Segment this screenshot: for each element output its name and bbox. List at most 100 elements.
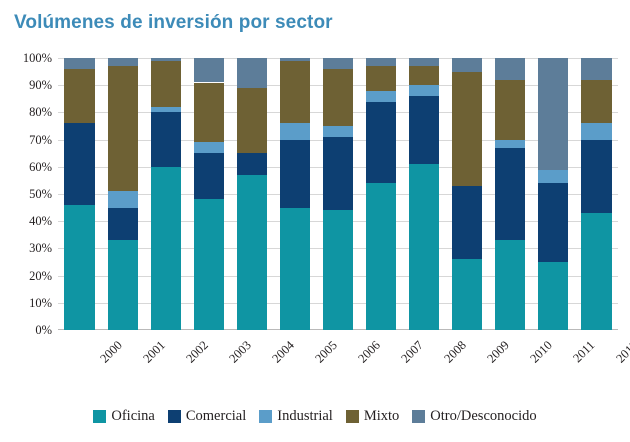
bar-segment-comercial[interactable] xyxy=(236,153,267,175)
bar-segment-comercial[interactable] xyxy=(150,112,181,167)
legend-swatch-icon xyxy=(259,410,273,423)
y-axis-tick-label: 50% xyxy=(29,187,52,201)
legend-swatch-icon xyxy=(345,410,359,423)
bar-segment-industrial[interactable] xyxy=(322,126,354,137)
bar-2011[interactable] xyxy=(538,58,569,330)
bar-2003[interactable] xyxy=(193,58,224,330)
bar-segment-comercial[interactable] xyxy=(279,139,310,208)
x-axis-tick-label: 2004 xyxy=(269,338,297,366)
bar-segment-oficina[interactable] xyxy=(193,199,224,330)
bar-segment-otro-desconocido[interactable] xyxy=(452,58,483,72)
bar-segment-otro-desconocido[interactable] xyxy=(322,58,354,69)
y-axis-tick-label: 0% xyxy=(35,323,52,337)
legend-label: Otro/Desconocido xyxy=(430,408,537,424)
bar-segment-industrial[interactable] xyxy=(193,142,224,154)
bar-segment-mixto[interactable] xyxy=(193,82,224,143)
bar-segment-oficina[interactable] xyxy=(452,259,483,330)
bar-segment-oficina[interactable] xyxy=(64,204,95,330)
bar-segment-industrial[interactable] xyxy=(366,90,397,102)
bar-segment-oficina[interactable] xyxy=(495,240,526,330)
bar-segment-mixto[interactable] xyxy=(495,79,526,140)
bar-segment-otro-desconocido[interactable] xyxy=(495,58,526,80)
bar-2012[interactable] xyxy=(581,58,612,330)
bar-segment-otro-desconocido[interactable] xyxy=(409,58,440,67)
bar-2006[interactable] xyxy=(322,58,354,330)
legend-swatch-icon xyxy=(412,410,426,423)
bar-segment-mixto[interactable] xyxy=(581,79,612,124)
bar-segment-oficina[interactable] xyxy=(279,207,310,330)
bar-segment-otro-desconocido[interactable] xyxy=(279,58,310,61)
y-axis-tick-label: 40% xyxy=(29,214,52,229)
bar-segment-oficina[interactable] xyxy=(322,210,354,330)
bar-segment-otro-desconocido[interactable] xyxy=(581,58,612,80)
bar-segment-industrial[interactable] xyxy=(581,123,612,140)
bar-segment-comercial[interactable] xyxy=(322,136,354,211)
bar-segment-comercial[interactable] xyxy=(495,147,526,241)
y-axis-tick-label: 20% xyxy=(29,268,52,283)
bar-segment-oficina[interactable] xyxy=(581,213,612,330)
bar-segment-otro-desconocido[interactable] xyxy=(538,58,569,170)
bar-segment-otro-desconocido[interactable] xyxy=(236,58,267,88)
x-axis-tick-label: 2000 xyxy=(96,338,125,366)
bar-segment-comercial[interactable] xyxy=(581,139,612,214)
bar-segment-comercial[interactable] xyxy=(193,153,224,200)
bar-segment-mixto[interactable] xyxy=(322,68,354,126)
bar-segment-comercial[interactable] xyxy=(64,123,95,205)
bar-segment-oficina[interactable] xyxy=(538,262,569,330)
bar-2000[interactable] xyxy=(64,58,95,330)
bar-segment-mixto[interactable] xyxy=(64,68,95,124)
bar-segment-otro-desconocido[interactable] xyxy=(150,58,181,61)
legend-item-oficina[interactable]: Oficina xyxy=(93,408,155,425)
bar-segment-mixto[interactable] xyxy=(150,60,181,107)
bar-segment-oficina[interactable] xyxy=(409,164,440,330)
y-axis-tick-label: 70% xyxy=(29,132,52,147)
bar-segment-industrial[interactable] xyxy=(495,139,526,148)
bar-2008[interactable] xyxy=(409,58,440,330)
x-axis-tick-label: 2012 xyxy=(613,338,630,366)
bar-2004[interactable] xyxy=(236,58,267,330)
bar-segment-industrial[interactable] xyxy=(409,85,440,97)
bar-segment-oficina[interactable] xyxy=(236,174,267,330)
bar-segment-otro-desconocido[interactable] xyxy=(193,58,224,83)
legend-item-comercial[interactable]: Comercial xyxy=(167,408,247,425)
legend-item-industrial[interactable]: Industrial xyxy=(259,408,333,425)
bar-segment-oficina[interactable] xyxy=(150,166,181,330)
bar-segment-comercial[interactable] xyxy=(366,101,397,184)
y-axis-tick-label: 10% xyxy=(29,295,52,310)
bar-2001[interactable] xyxy=(107,58,138,330)
bar-segment-comercial[interactable] xyxy=(409,96,440,165)
bar-segment-oficina[interactable] xyxy=(366,183,397,330)
bar-segment-otro-desconocido[interactable] xyxy=(366,58,397,67)
bar-segment-mixto[interactable] xyxy=(409,66,440,86)
bar-segment-mixto[interactable] xyxy=(452,71,483,186)
bar-segment-mixto[interactable] xyxy=(366,66,397,91)
bar-segment-industrial[interactable] xyxy=(538,169,569,184)
bar-2009[interactable] xyxy=(452,58,483,330)
x-axis-tick-label: 2001 xyxy=(139,338,168,366)
bar-segment-industrial[interactable] xyxy=(279,123,310,140)
bar-segment-otro-desconocido[interactable] xyxy=(64,58,95,69)
y-axis-tick-label: 80% xyxy=(29,105,52,120)
bar-2005[interactable] xyxy=(279,58,310,330)
x-axis-tick-label: 2007 xyxy=(398,338,426,366)
x-axis-tick-label: 2002 xyxy=(183,338,211,366)
bar-segment-industrial[interactable] xyxy=(107,191,138,208)
bar-segment-mixto[interactable] xyxy=(279,60,310,124)
legend-label: Mixto xyxy=(363,408,400,424)
bar-segment-mixto[interactable] xyxy=(107,66,138,192)
bar-segment-otro-desconocido[interactable] xyxy=(107,58,138,67)
bar-segment-comercial[interactable] xyxy=(452,185,483,260)
legend-item-mixto[interactable]: Mixto xyxy=(345,408,400,425)
bar-segment-comercial[interactable] xyxy=(538,183,569,262)
bar-2002[interactable] xyxy=(150,58,181,330)
bar-segment-industrial[interactable] xyxy=(150,106,181,113)
bar-2010[interactable] xyxy=(495,58,526,330)
legend-label: Comercial xyxy=(185,408,247,424)
bar-2007[interactable] xyxy=(366,58,397,330)
legend-item-otro-desconocido[interactable]: Otro/Desconocido xyxy=(412,408,537,425)
bar-segment-oficina[interactable] xyxy=(107,240,138,330)
bar-segment-comercial[interactable] xyxy=(107,207,138,241)
x-axis-tick-label: 2009 xyxy=(484,338,513,366)
bar-segment-mixto[interactable] xyxy=(236,87,267,154)
